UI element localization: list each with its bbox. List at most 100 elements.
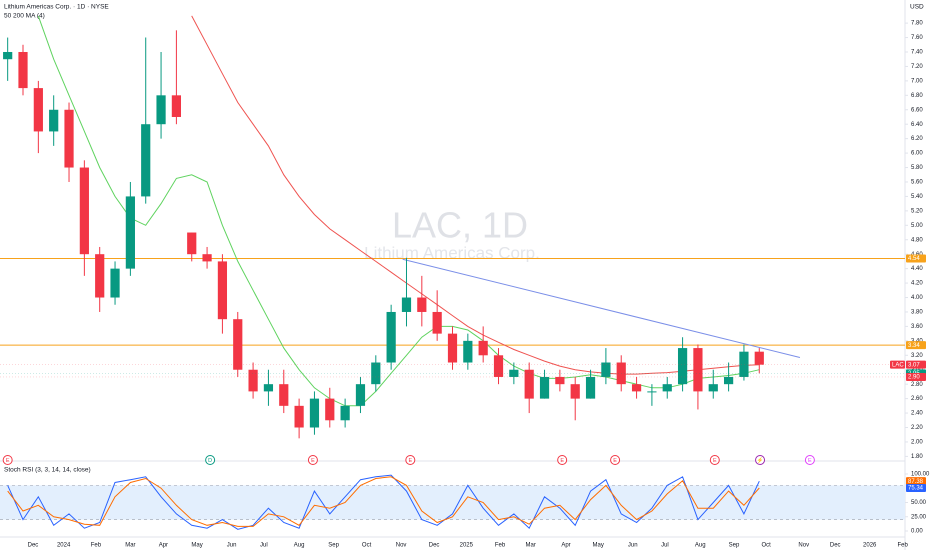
event-label: E — [560, 458, 564, 464]
candle-body — [478, 340, 488, 356]
x-tick-label: Oct — [362, 543, 372, 549]
candle-body — [739, 351, 749, 377]
candle-body — [616, 362, 626, 385]
candle-body — [539, 376, 550, 399]
candle-body — [708, 384, 718, 392]
x-tick-label: Jul — [661, 543, 669, 549]
price-badge-label: 3.07 — [908, 362, 920, 368]
main-pane — [0, 15, 905, 439]
candle-body — [585, 376, 596, 399]
candle-body — [110, 268, 120, 298]
price-badge-label: 87.38 — [908, 479, 924, 485]
event-marker — [307, 455, 318, 465]
event-label: E — [713, 458, 717, 464]
event-label: E — [808, 458, 812, 464]
event-marker — [755, 455, 766, 465]
x-tick-label: 2024 — [57, 543, 71, 549]
candle-body — [524, 369, 534, 399]
oscillator-line — [7, 474, 760, 530]
candle-body — [371, 362, 381, 385]
price-badge — [906, 484, 926, 493]
x-tick-label: Feb — [898, 543, 909, 549]
event-marker — [610, 455, 621, 465]
symbol-label: LAC — [892, 362, 904, 368]
y-tick-label: 3.20 — [911, 353, 923, 359]
oscillator-line — [7, 476, 760, 527]
y-tick-label: 6.00 — [911, 151, 923, 157]
candle-body — [386, 311, 396, 363]
x-tick-label: Dec — [830, 543, 841, 549]
y-tick-label: 2.40 — [911, 411, 923, 417]
event-label: E — [311, 458, 315, 464]
event-marker — [405, 455, 416, 465]
y-tick-label: 5.40 — [911, 194, 923, 200]
candle-body — [754, 351, 764, 365]
candle-body — [662, 384, 672, 392]
x-tick-label: Feb — [495, 543, 506, 549]
candle-body — [555, 376, 565, 385]
candle-body — [18, 51, 28, 89]
candle-body — [95, 254, 105, 298]
candle-body — [202, 254, 212, 262]
x-tick-label: Oct — [762, 543, 772, 549]
event-label: E — [408, 458, 412, 464]
y-tick-label: 7.80 — [911, 21, 923, 27]
candle-body — [49, 109, 59, 132]
candle-body — [631, 384, 642, 392]
event-marker — [2, 455, 13, 465]
candle-body — [493, 355, 504, 377]
symbol-badge — [890, 360, 905, 369]
y-tick-label: 0.00 — [911, 529, 923, 535]
x-tick-label: Jun — [227, 543, 237, 549]
y-tick-label: 2.20 — [911, 425, 923, 431]
y-tick-label: 6.80 — [911, 93, 923, 99]
price-badge-label: 75.34 — [908, 486, 924, 492]
candle-body — [171, 95, 181, 117]
y-tick-label: 50.00 — [911, 500, 927, 506]
x-tick-label: 2025 — [460, 543, 474, 549]
x-tick-label: Mar — [125, 543, 135, 549]
x-tick-label: Aug — [294, 543, 305, 549]
chart-title: Lithium Americas Corp. · 1D · NYSE — [4, 4, 109, 11]
candle-body — [401, 297, 412, 312]
price-badge — [906, 477, 926, 486]
watermark: LAC, 1D — [392, 205, 528, 246]
price-badge-label: 4.54 — [908, 256, 920, 262]
y-tick-label: 7.60 — [911, 35, 923, 41]
y-tick-label: 7.20 — [911, 64, 923, 70]
price-badge — [906, 254, 926, 263]
candle-body — [309, 398, 320, 428]
event-marker — [709, 455, 720, 465]
candle-body — [509, 369, 519, 377]
x-tick-label: Dec — [28, 543, 39, 549]
event-label: E — [613, 458, 617, 464]
price-badge — [906, 341, 926, 350]
y-tick-label: 4.00 — [911, 295, 923, 301]
candle-body — [294, 405, 304, 428]
indicator-label: 50 200 MA (4) — [4, 13, 45, 20]
y-tick-label: 6.20 — [911, 136, 923, 142]
candle-body — [33, 88, 43, 132]
x-tick-label: Mar — [526, 543, 536, 549]
x-tick-label: May — [593, 543, 604, 549]
y-tick-label: 5.20 — [911, 208, 923, 214]
trend-line — [402, 258, 801, 358]
y-tick-label: 7.00 — [911, 78, 923, 84]
y-tick-label: 25.00 — [911, 514, 927, 520]
candle-body — [233, 319, 243, 370]
candle-body — [447, 333, 458, 363]
x-tick-label: Apr — [159, 543, 168, 549]
y-tick-label: 6.40 — [911, 122, 923, 128]
candle-body — [263, 384, 274, 392]
x-tick-label: Sep — [328, 543, 339, 549]
y-tick-label: 4.80 — [911, 237, 923, 243]
candle-body — [3, 51, 13, 60]
candle-body — [677, 348, 688, 385]
candle-body — [432, 311, 442, 334]
y-tick-label: 2.80 — [911, 382, 923, 388]
event-label: E — [6, 458, 10, 464]
y-tick-label: 100.00 — [911, 472, 930, 478]
candle-body — [355, 384, 366, 406]
y-tick-label: 2.60 — [911, 396, 923, 402]
y-tick-label: 3.80 — [911, 310, 923, 316]
